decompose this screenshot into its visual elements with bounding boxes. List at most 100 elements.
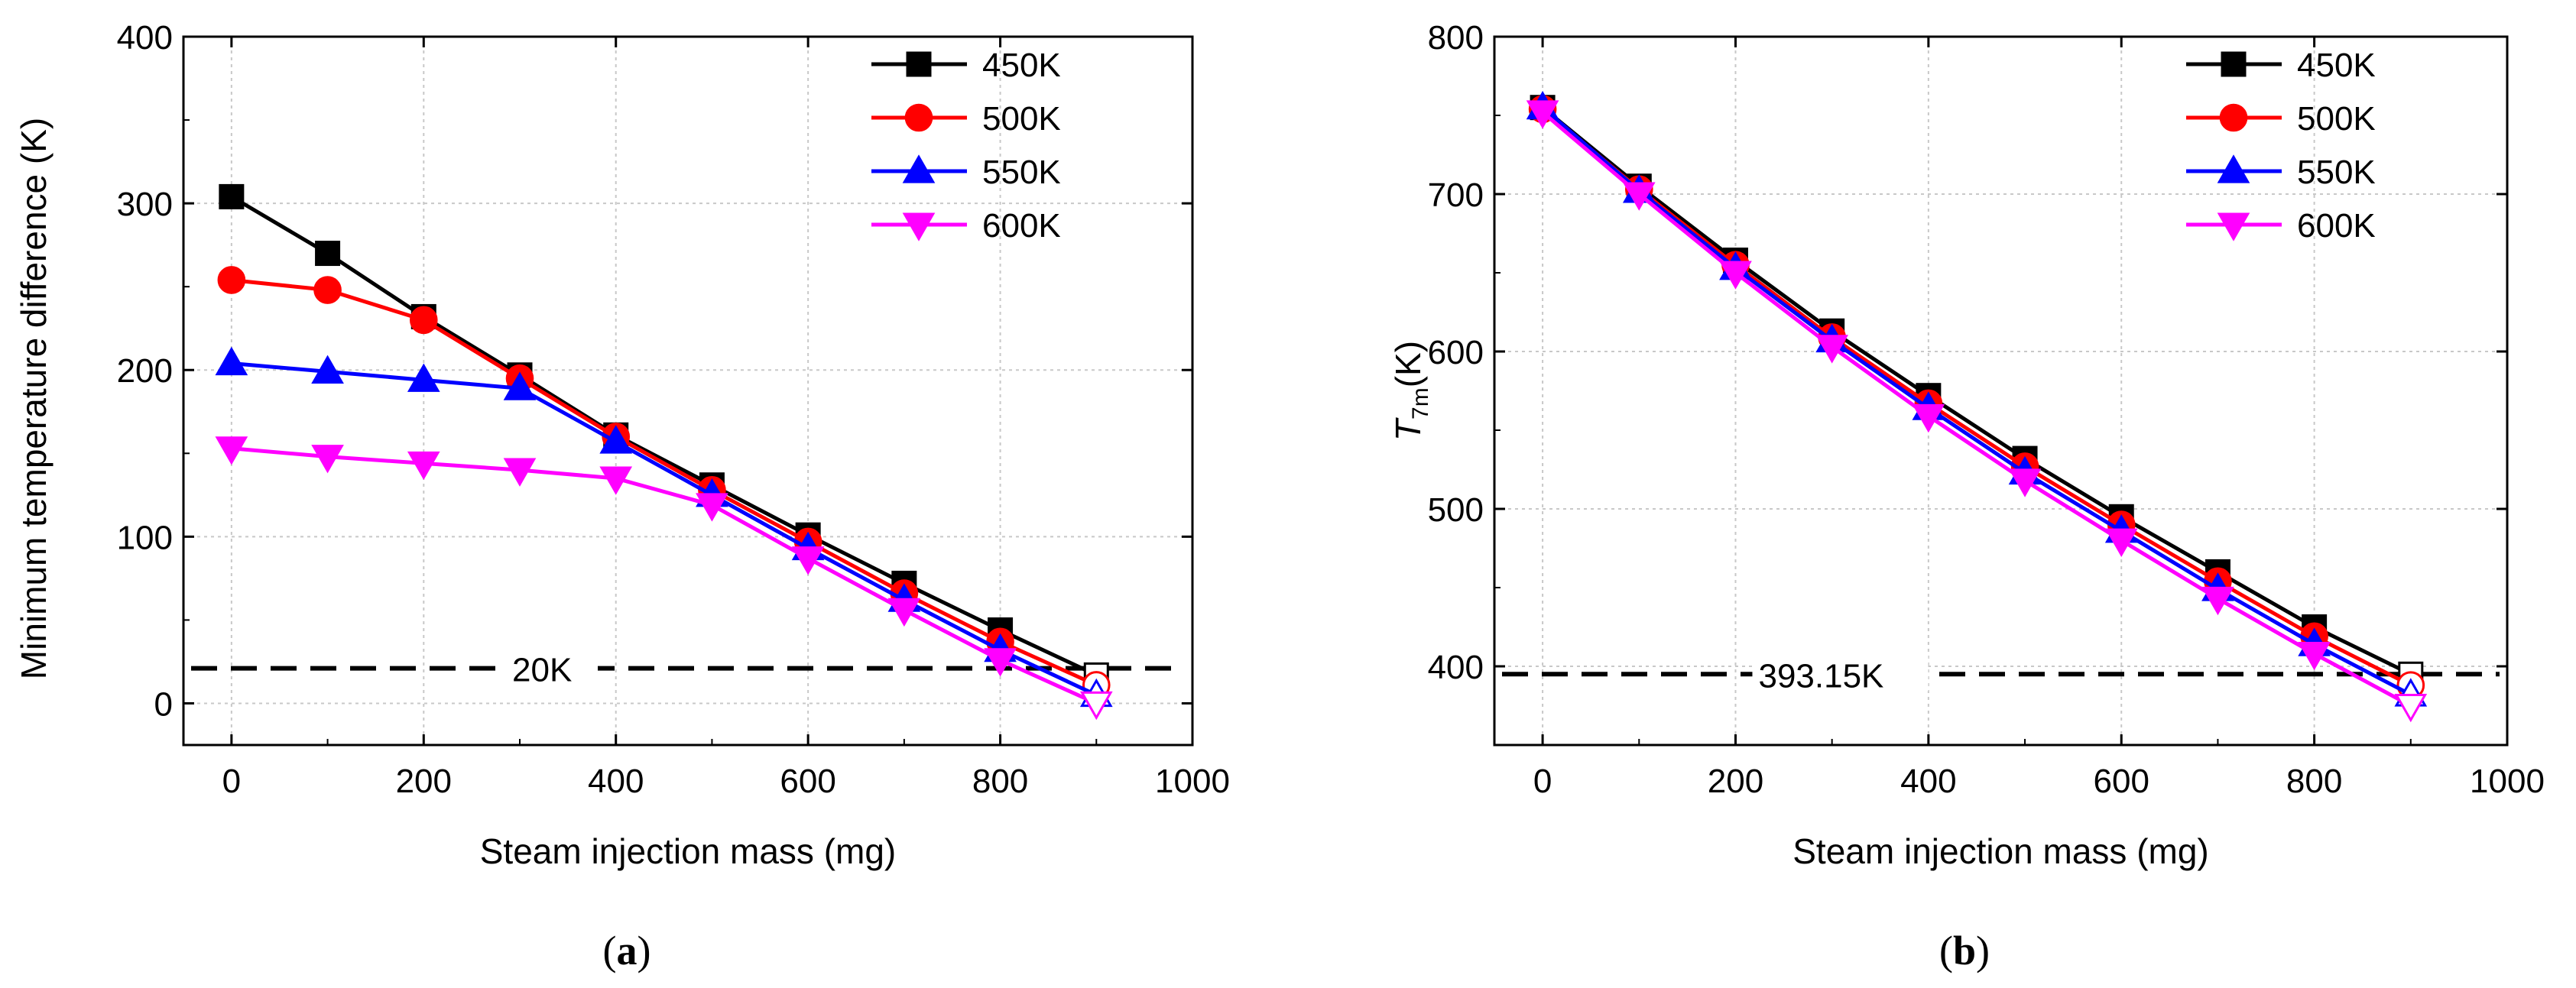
reference-label-bg <box>506 646 598 685</box>
y-tick-label: 700 <box>1428 177 1484 214</box>
x-tick-label: 0 <box>1533 763 1552 800</box>
y-axis-title-main: T <box>1388 417 1428 441</box>
y-tick-label: 300 <box>117 186 173 223</box>
y-tick-label: 100 <box>117 519 173 556</box>
series-600K <box>1526 100 2428 723</box>
legend: 450K 500K 550K 600K <box>2186 47 2376 245</box>
series-500K <box>217 266 1111 699</box>
series-line-500K <box>1541 107 2412 687</box>
data-point-450K <box>219 183 245 209</box>
grid <box>183 37 1192 745</box>
series-line-600K <box>1541 110 2412 708</box>
y-tick-label: 0 <box>154 685 173 723</box>
data-point-600K <box>2104 528 2138 557</box>
series-line-550K <box>231 361 1098 697</box>
data-point-600K <box>1079 691 1113 721</box>
data-point-600K <box>791 546 825 575</box>
x-axis-title: Steam injection mass (mg) <box>1792 831 2209 871</box>
data-point-600K <box>696 493 728 522</box>
caption-letter: b <box>1953 928 1976 973</box>
y-tick-label: 400 <box>117 19 173 57</box>
x-tick-label: 800 <box>2286 763 2342 800</box>
panel-caption: (a) <box>603 928 651 973</box>
y-tick-label: 600 <box>1428 334 1484 371</box>
y-axis-title: Minimum temperature difference (K) <box>14 118 54 679</box>
series-line-500K <box>231 277 1098 687</box>
x-tick-label: 800 <box>972 763 1028 800</box>
data-point-600K <box>887 598 921 627</box>
x-axis-title: Steam injection mass (mg) <box>480 831 897 871</box>
x-tick-label: 200 <box>1708 763 1763 800</box>
data-point-600K <box>1719 261 1752 290</box>
data-point-600K <box>1912 403 1945 433</box>
series-line-450K <box>230 195 1098 677</box>
grid <box>1494 37 2507 745</box>
legend-label-550K: 550K <box>982 154 1061 191</box>
series-550K <box>215 346 1113 708</box>
legend: 450K 500K 550K 600K <box>871 47 1061 245</box>
x-tick-label: 600 <box>780 763 835 800</box>
data-point-500K <box>409 306 438 335</box>
series-line-550K <box>1541 105 2412 697</box>
caption-close: ) <box>1976 928 1990 973</box>
y-tick-label: 500 <box>1428 491 1484 529</box>
data-point-550K <box>503 371 537 400</box>
x-tick-label: 400 <box>1900 763 1956 800</box>
legend-marker-550K <box>902 154 936 183</box>
x-tick-label: 600 <box>2094 763 2149 800</box>
y-tick-label: 800 <box>1428 19 1484 57</box>
data-point-600K <box>2201 586 2234 616</box>
data-point-600K <box>1815 335 1849 364</box>
data-point-550K <box>215 346 248 376</box>
legend-label-500K: 500K <box>982 100 1061 138</box>
caption-open: ( <box>1939 928 1953 973</box>
legend-label-550K: 550K <box>2297 154 2376 191</box>
data-point-600K <box>2008 468 2042 497</box>
data-point-600K <box>215 436 248 465</box>
data-point-600K <box>1526 100 1559 129</box>
legend-marker-450K <box>906 51 932 77</box>
legend-label-450K: 450K <box>2297 47 2376 84</box>
data-point-600K <box>2298 641 2331 671</box>
panel-caption: (b) <box>1939 928 1990 973</box>
x-tick-label: 200 <box>396 763 452 800</box>
plot-frame <box>1493 35 2509 747</box>
caption-close: ) <box>638 928 651 973</box>
y-axis-title-sub: 7m <box>1408 387 1433 419</box>
x-tick-label: 1000 <box>2470 763 2545 800</box>
plot-frame <box>182 35 1194 747</box>
y-axis-title: T7m(K) <box>1388 341 1433 441</box>
y-tick-label: 200 <box>117 352 173 390</box>
series-line-600K <box>231 446 1098 705</box>
data-point-450K <box>315 241 341 267</box>
data-point-600K <box>2394 693 2428 723</box>
x-tick-label: 1000 <box>1155 763 1230 800</box>
series-line-450K <box>1541 105 2412 676</box>
caption-letter: a <box>617 928 638 973</box>
legend-marker-450K <box>2221 51 2247 77</box>
data-point-500K <box>217 266 246 294</box>
data-point-600K <box>407 451 440 481</box>
legend-marker-500K <box>904 103 933 132</box>
reference-label-bg <box>1752 653 1929 692</box>
data-point-500K <box>313 276 342 304</box>
panel-b: 393.15K 0 200 400 600 800 1000 400 500 600 700 800 S… <box>1388 19 2545 973</box>
legend-marker-550K <box>2217 154 2250 183</box>
caption-open: ( <box>603 928 617 973</box>
data-point-550K <box>311 355 344 384</box>
legend-marker-500K <box>2219 103 2248 132</box>
legend-label-600K: 600K <box>982 207 1061 245</box>
data-point-550K <box>599 425 633 454</box>
data-point-600K <box>1622 182 1656 211</box>
y-axis-title-unit: (K) <box>1388 341 1428 387</box>
legend-marker-600K <box>902 212 936 241</box>
legend-marker-600K <box>2217 212 2250 241</box>
reference-line-label: 20K <box>512 652 572 689</box>
data-point-600K <box>311 445 344 474</box>
y-tick-label: 400 <box>1428 649 1484 686</box>
panel-a: 20K 0 200 400 600 800 1000 0 100 200 300 400 Steam i… <box>14 19 1230 973</box>
series-500K <box>1528 95 2425 700</box>
x-tick-label: 0 <box>222 763 241 800</box>
x-tick-label: 400 <box>588 763 644 800</box>
